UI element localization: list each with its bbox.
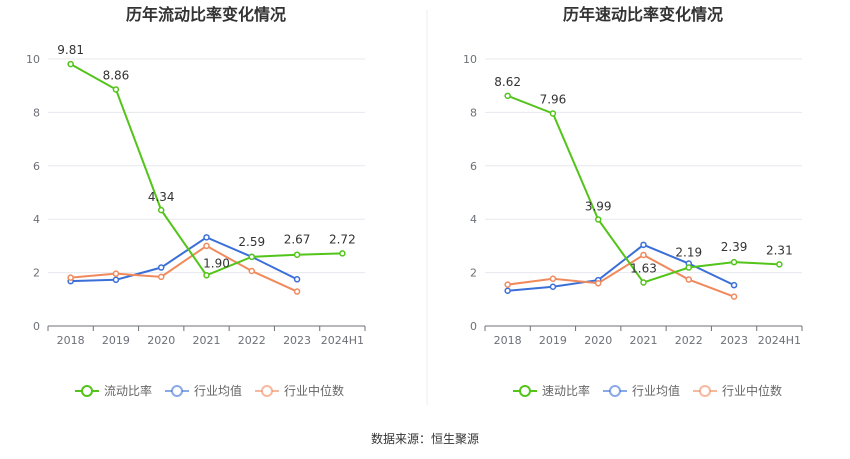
data-point-main (549, 110, 557, 117)
data-label: 8.62 (494, 75, 521, 89)
data-point-median (293, 288, 301, 295)
y-tick-label: 4 (33, 213, 40, 226)
data-label: 4.34 (148, 190, 175, 204)
data-point-main (112, 86, 120, 93)
y-tick-label: 10 (26, 53, 40, 66)
legend-label: 速动比率 (542, 383, 590, 398)
data-label: 3.99 (585, 199, 612, 213)
legend-swatch-marker (81, 385, 93, 397)
y-tick-label: 2 (470, 267, 477, 280)
legend-swatch-marker (609, 385, 621, 397)
data-point-main (640, 279, 647, 286)
data-label: 2.31 (766, 243, 793, 257)
current-ratio-chart: 历年流动比率变化情况 0 2 4 6 8 10 2018 2019 2020 2021 2022 202… (26, 5, 366, 398)
chart-title: 历年流动比率变化情况 (126, 5, 286, 24)
x-tick-label: 2020 (584, 334, 612, 347)
data-label: 2.67 (284, 233, 311, 247)
data-point-main (339, 250, 346, 257)
data-point-avg (203, 234, 210, 241)
y-tick-label: 6 (470, 160, 477, 173)
data-point-avg (640, 241, 647, 249)
legend-label: 行业中位数 (722, 383, 782, 398)
x-tick-label: 2024H1 (758, 334, 801, 347)
legend-label: 行业均值 (632, 383, 680, 398)
data-point-median (67, 274, 74, 281)
data-point-avg (504, 287, 511, 295)
legend-label: 行业均值 (194, 383, 242, 398)
data-label: 2.72 (329, 232, 356, 246)
y-tick-label: 0 (470, 320, 477, 333)
legend-swatch-marker (519, 385, 531, 397)
x-tick-label: 2018 (494, 334, 522, 347)
data-point-main (776, 261, 783, 268)
data-point-median (157, 273, 165, 281)
data-point-median (504, 281, 511, 288)
data-source-note: 数据来源：恒生聚源 (371, 431, 479, 446)
data-label: 1.63 (630, 261, 657, 275)
data-point-median (640, 251, 647, 259)
legend-label: 行业中位数 (284, 383, 344, 398)
data-label: 2.39 (721, 240, 748, 254)
series-line-median (70, 244, 298, 293)
data-point-median (549, 275, 557, 282)
data-point-avg (293, 276, 301, 283)
chart-title: 历年速动比率变化情况 (563, 5, 723, 24)
y-tick-label: 4 (470, 213, 477, 226)
x-tick-label: 2022 (675, 334, 703, 347)
legend-swatch-marker (261, 385, 273, 397)
data-point-main (248, 253, 256, 261)
data-point-avg (549, 283, 557, 291)
x-tick-label: 2022 (238, 334, 266, 347)
series-line-avg (70, 236, 298, 283)
x-tick-label: 2019 (539, 334, 567, 347)
data-point-median (730, 293, 738, 300)
data-point-avg (112, 276, 120, 284)
data-point-median (685, 276, 693, 283)
data-point-main (203, 272, 210, 279)
legend-swatch-marker (171, 385, 183, 397)
data-label: 8.86 (103, 68, 130, 82)
data-label: 1.90 (203, 256, 230, 270)
quick-ratio-chart: 历年速动比率变化情况 0 2 4 6 8 10 2018 2019 2020 2021 2022 202… (463, 5, 803, 398)
x-tick-label: 2023 (283, 334, 311, 347)
data-point-main (504, 92, 511, 100)
x-tick-label: 2020 (147, 334, 175, 347)
data-label: 2.59 (238, 235, 265, 249)
y-tick-label: 10 (463, 53, 477, 66)
x-tick-label: 2019 (102, 334, 130, 347)
data-label: 9.81 (57, 43, 84, 57)
x-tick-label: 2023 (720, 334, 748, 347)
data-point-avg (157, 264, 165, 271)
series-line-median (507, 253, 735, 298)
x-tick-label: 2021 (630, 334, 658, 347)
data-point-avg (730, 281, 738, 289)
data-point-median (203, 242, 210, 250)
data-point-main (293, 251, 301, 258)
y-tick-label: 8 (33, 106, 40, 119)
data-point-median (112, 270, 120, 277)
x-tick-label: 2021 (193, 334, 221, 347)
data-point-median (248, 267, 256, 275)
y-tick-label: 2 (33, 267, 40, 280)
legend-swatch-marker (699, 385, 711, 397)
data-point-main (730, 258, 738, 266)
data-point-main (685, 264, 693, 271)
data-point-median (594, 280, 602, 287)
y-tick-label: 6 (33, 160, 40, 173)
data-point-main (594, 216, 602, 223)
data-label: 7.96 (540, 92, 567, 106)
data-label: 2.19 (675, 246, 702, 260)
data-point-main (157, 206, 165, 214)
y-tick-label: 0 (33, 320, 40, 333)
legend-label: 流动比率 (104, 383, 152, 398)
data-point-main (67, 60, 74, 68)
y-tick-label: 8 (470, 106, 477, 119)
x-tick-label: 2024H1 (321, 334, 364, 347)
x-tick-label: 2018 (57, 334, 85, 347)
